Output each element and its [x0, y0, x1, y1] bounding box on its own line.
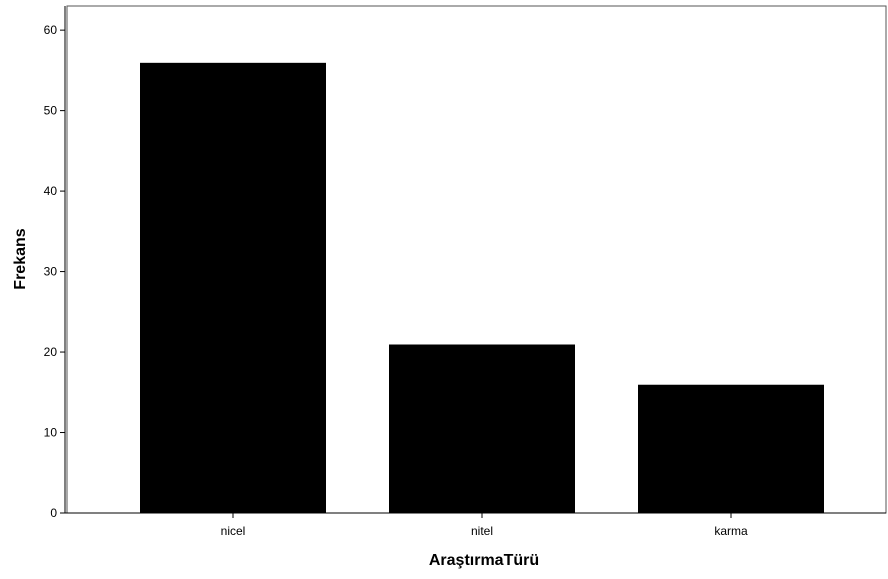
- y-tick-label-30: 30: [44, 265, 58, 279]
- y-tick-label-10: 10: [44, 426, 58, 440]
- y-tick-label-40: 40: [44, 184, 58, 198]
- x-tick-label-nitel: nitel: [471, 524, 493, 538]
- x-tick-label-nicel: nicel: [221, 524, 246, 538]
- y-axis-title: Frekans: [12, 228, 29, 289]
- bar-nitel: [388, 343, 576, 514]
- y-axis: 0 10 20 30 40 50 60: [44, 6, 66, 520]
- x-axis: nicel nitel karma: [65, 512, 886, 538]
- bar-nicel: [139, 61, 327, 514]
- y-tick-label-0: 0: [50, 506, 57, 520]
- y-tick-label-50: 50: [44, 104, 58, 118]
- y-tick-label-60: 60: [44, 23, 58, 37]
- y-tick-label-20: 20: [44, 345, 58, 359]
- bars-group: [139, 61, 825, 514]
- x-axis-title: AraştırmaTürü: [429, 552, 539, 569]
- x-tick-label-karma: karma: [714, 524, 748, 538]
- bar-karma: [637, 383, 825, 514]
